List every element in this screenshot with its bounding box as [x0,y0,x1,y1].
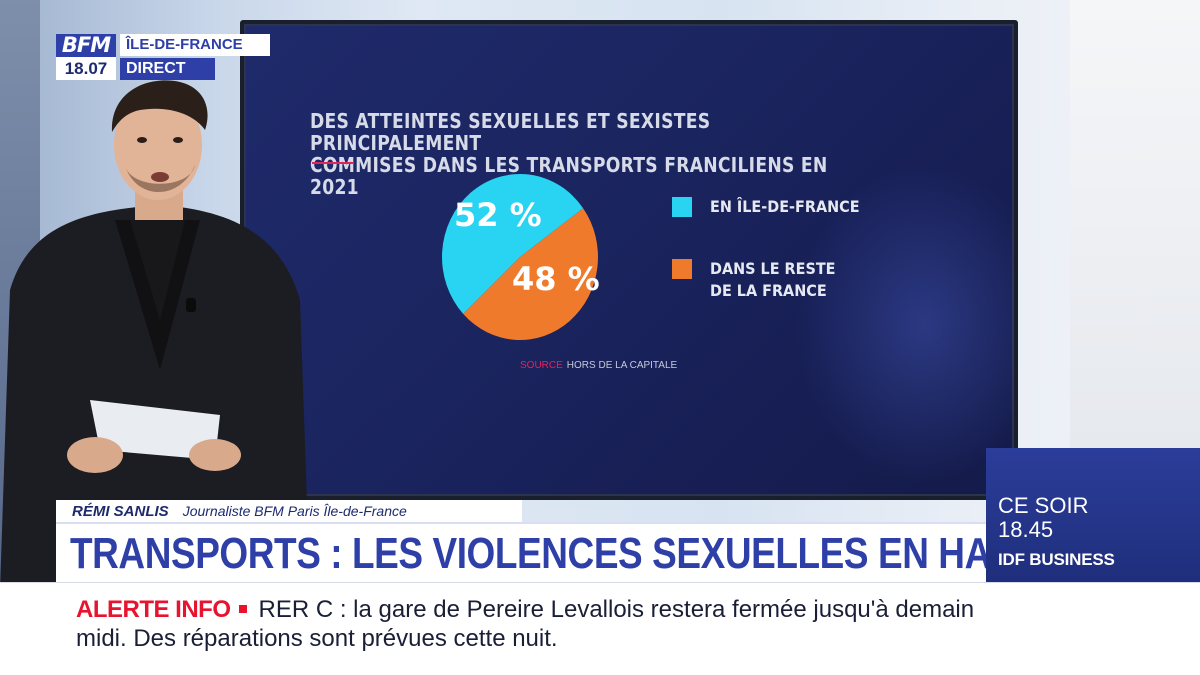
pie-label-ile-de-france: 52 % [454,196,542,234]
title-underline [312,162,354,164]
presenter-role: Journaliste BFM Paris Île-de-France [182,503,407,519]
studio-wall-right [1070,0,1200,450]
ticker-content: ALERTE INFO RER C : la gare de Pereire Le… [76,595,976,653]
legend-item-ile-de-france: EN ÎLE-DE-FRANCE [672,196,910,218]
pie-chart [442,174,599,341]
chart-source: SOURCE HORS DE LA CAPITALE [520,360,677,371]
legend-label: EN ÎLE-DE-FRANCE [710,197,860,216]
ticker-alert-label: ALERTE INFO [76,596,231,623]
presenter [0,80,310,590]
headline-bar: TRANSPORTS : LES VIOLENCES SEXUELLES EN … [56,522,1090,582]
pie-slice-reste-france [463,208,599,341]
legend-label-line2: DE LA FRANCE [710,281,827,300]
pie-label-reste-france: 48 % [512,260,600,298]
legend-swatch-cyan [672,197,692,217]
chart-title: DES ATTEINTES SEXUELLES ET SEXISTES PRIN… [310,110,843,198]
chart-title-line2: COMMISES DANS LES TRANSPORTS FRANCILIENS… [310,153,828,199]
pie-slice-ile-de-france [442,174,584,314]
news-ticker: ALERTE INFO RER C : la gare de Pereire Le… [0,582,1200,675]
program-promo: CE SOIR 18.45 IDF BUSINESS [986,448,1200,582]
promo-show-name: IDF BUSINESS [998,550,1115,569]
chart-title-line1: DES ATTEINTES SEXUELLES ET SEXISTES PRIN… [310,109,711,155]
legend-label-line1: DANS LE RESTE [710,259,836,278]
studio-display-screen: DES ATTEINTES SEXUELLES ET SEXISTES PRIN… [240,20,1018,500]
source-text: HORS DE LA CAPITALE [566,360,678,371]
legend-swatch-orange [672,259,692,279]
live-tag: DIRECT [120,58,215,80]
legend-item-reste-france: DANS LE RESTE DE LA FRANCE [672,258,910,302]
promo-time: 18.45 [998,517,1054,542]
screen-glow [794,164,1014,484]
presenter-name: RÉMI SANLIS [72,502,169,520]
region-tag: ÎLE-DE-FRANCE [120,34,270,56]
promo-line1: CE SOIR [998,493,1089,518]
source-key: SOURCE [520,360,563,371]
ticker-text: RER C : la gare de Pereire Levallois res… [76,596,975,652]
clock-time: 18.07 [56,57,116,80]
ticker-bullet-icon [238,605,247,613]
channel-logo: BFM [61,33,111,57]
headline-text: TRANSPORTS : LES VIOLENCES SEXUELLES EN … [70,529,1090,578]
presenter-name-strip: RÉMI SANLIS Journaliste BFM Paris Île-de… [56,500,522,522]
